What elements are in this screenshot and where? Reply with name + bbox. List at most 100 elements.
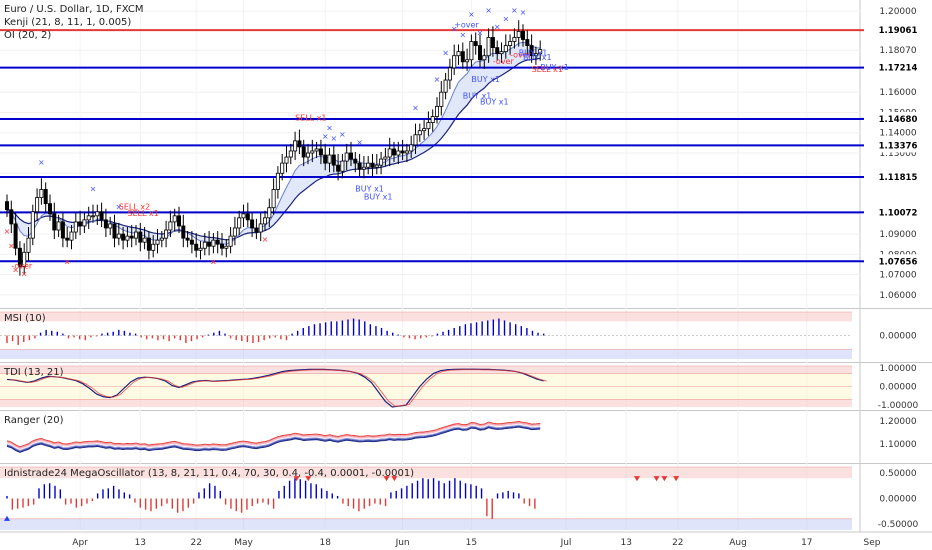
mega-title: Idnistrade24 MegaOscillator (13, 8, 21, … [4, 468, 414, 479]
signal-label: BUY x1 [463, 91, 492, 100]
candle-body [48, 203, 53, 215]
candle-body [361, 166, 366, 170]
time-tick-label: Sep [864, 538, 881, 548]
candle-body [164, 229, 169, 239]
time-tick-label: May [234, 538, 253, 548]
level-tag-label: 1.07656 [879, 257, 918, 267]
candle-body [422, 128, 427, 132]
signal-label: SELL x1 [127, 209, 158, 218]
ranger-line [6, 422, 541, 450]
candle-body [533, 53, 538, 57]
tdi-line [6, 368, 544, 408]
candle-body [245, 213, 250, 221]
signal-cross-marker: × [412, 103, 419, 112]
signal-label: BUY x1 [480, 97, 509, 106]
tdi-signal-line [9, 369, 547, 407]
ranger-line [6, 420, 541, 448]
signal-cross-marker: × [511, 6, 518, 15]
candle-body [250, 219, 255, 229]
ranger-tick-label: 1.10000 [879, 440, 916, 450]
signal-cross-marker: × [520, 8, 527, 17]
signal-cross-marker: × [12, 266, 19, 275]
candle-body [133, 231, 138, 239]
candle-body [82, 219, 87, 227]
candle-body [116, 233, 121, 239]
candle-body [439, 91, 444, 107]
price-tick-label: 1.14000 [879, 129, 916, 139]
candle-body [103, 219, 108, 229]
candle-body [477, 45, 482, 61]
candle-body [331, 154, 336, 166]
candle-body [13, 223, 18, 249]
candle-body [35, 197, 40, 213]
ranger-line [6, 426, 541, 453]
candle-body [172, 215, 177, 223]
candle-body [426, 122, 431, 130]
mega-sell-triangle [293, 476, 300, 482]
candle-body [529, 45, 534, 57]
indicator-oi-label: OI (20, 2) [4, 30, 52, 41]
candle-body [280, 162, 285, 174]
candle-body [194, 243, 199, 251]
signal-cross-marker: × [494, 22, 501, 31]
tdi-tick-label: 1.00000 [879, 364, 916, 374]
candle-body [78, 221, 83, 227]
time-tick-label: 15 [466, 538, 477, 548]
mega-sell-triangle [305, 476, 312, 482]
signal-label: -over [11, 262, 33, 271]
price-tick-label: 1.16000 [879, 88, 916, 98]
candle-body [512, 37, 517, 42]
candle-body [318, 148, 323, 156]
candle-body [151, 243, 156, 251]
candle-body [198, 247, 203, 251]
level-tag-label: 1.14680 [879, 115, 918, 125]
candle-body [176, 215, 181, 227]
signal-label: BUY x1 [540, 63, 569, 72]
tdi-tick-label: 0.00000 [879, 383, 916, 393]
candle-body [142, 237, 147, 243]
candle-body [228, 235, 233, 247]
time-tick-label: Jul [560, 538, 572, 548]
candle-body [168, 221, 173, 231]
candle-body [232, 227, 237, 237]
signal-cross-marker: × [451, 24, 458, 33]
candle-body [495, 47, 500, 55]
signal-cross-marker: × [21, 270, 28, 279]
candle-body [297, 140, 302, 148]
level-tag-label: 1.17214 [879, 64, 918, 74]
signal-label: BUY x1 [355, 185, 384, 194]
candle-body [284, 156, 289, 164]
price-tick-label: 1.06000 [879, 291, 916, 301]
mega-tick-label: -0.50000 [878, 520, 919, 530]
signal-label: BUY x1 [471, 75, 500, 84]
candle-body [387, 148, 392, 158]
candle-body [22, 251, 27, 267]
signal-label: SELL x1 [295, 114, 326, 123]
time-tick-label: Jun [395, 538, 410, 548]
candle-body [125, 235, 130, 241]
candle-body [508, 41, 513, 46]
level-tag-label: 1.10072 [879, 208, 918, 218]
signal-label: BUY x1 [523, 53, 552, 62]
candle-body [9, 209, 14, 225]
msi-zone [0, 349, 852, 359]
ranger-tick-label: 1.20000 [879, 417, 916, 427]
signal-label: +over [454, 20, 479, 29]
signal-cross-marker: × [90, 185, 97, 194]
mega-sell-triangle [383, 476, 390, 482]
mega-zone [0, 467, 852, 479]
candle-body [146, 237, 151, 251]
indicator-kenji-label: Kenji (21, 8, 11, 1, 0.005) [4, 17, 132, 28]
candle-body [400, 150, 405, 154]
time-tick-label: 13 [135, 538, 146, 548]
mega-buy-triangle [4, 515, 10, 521]
candle-body [138, 231, 143, 243]
candle-body [185, 237, 190, 241]
mega-sell-triangle [391, 476, 398, 482]
candle-body [254, 227, 259, 233]
candle-body [189, 239, 194, 245]
candle-body [499, 51, 504, 55]
msi-zone [0, 312, 852, 322]
time-tick-label: 17 [801, 538, 812, 548]
